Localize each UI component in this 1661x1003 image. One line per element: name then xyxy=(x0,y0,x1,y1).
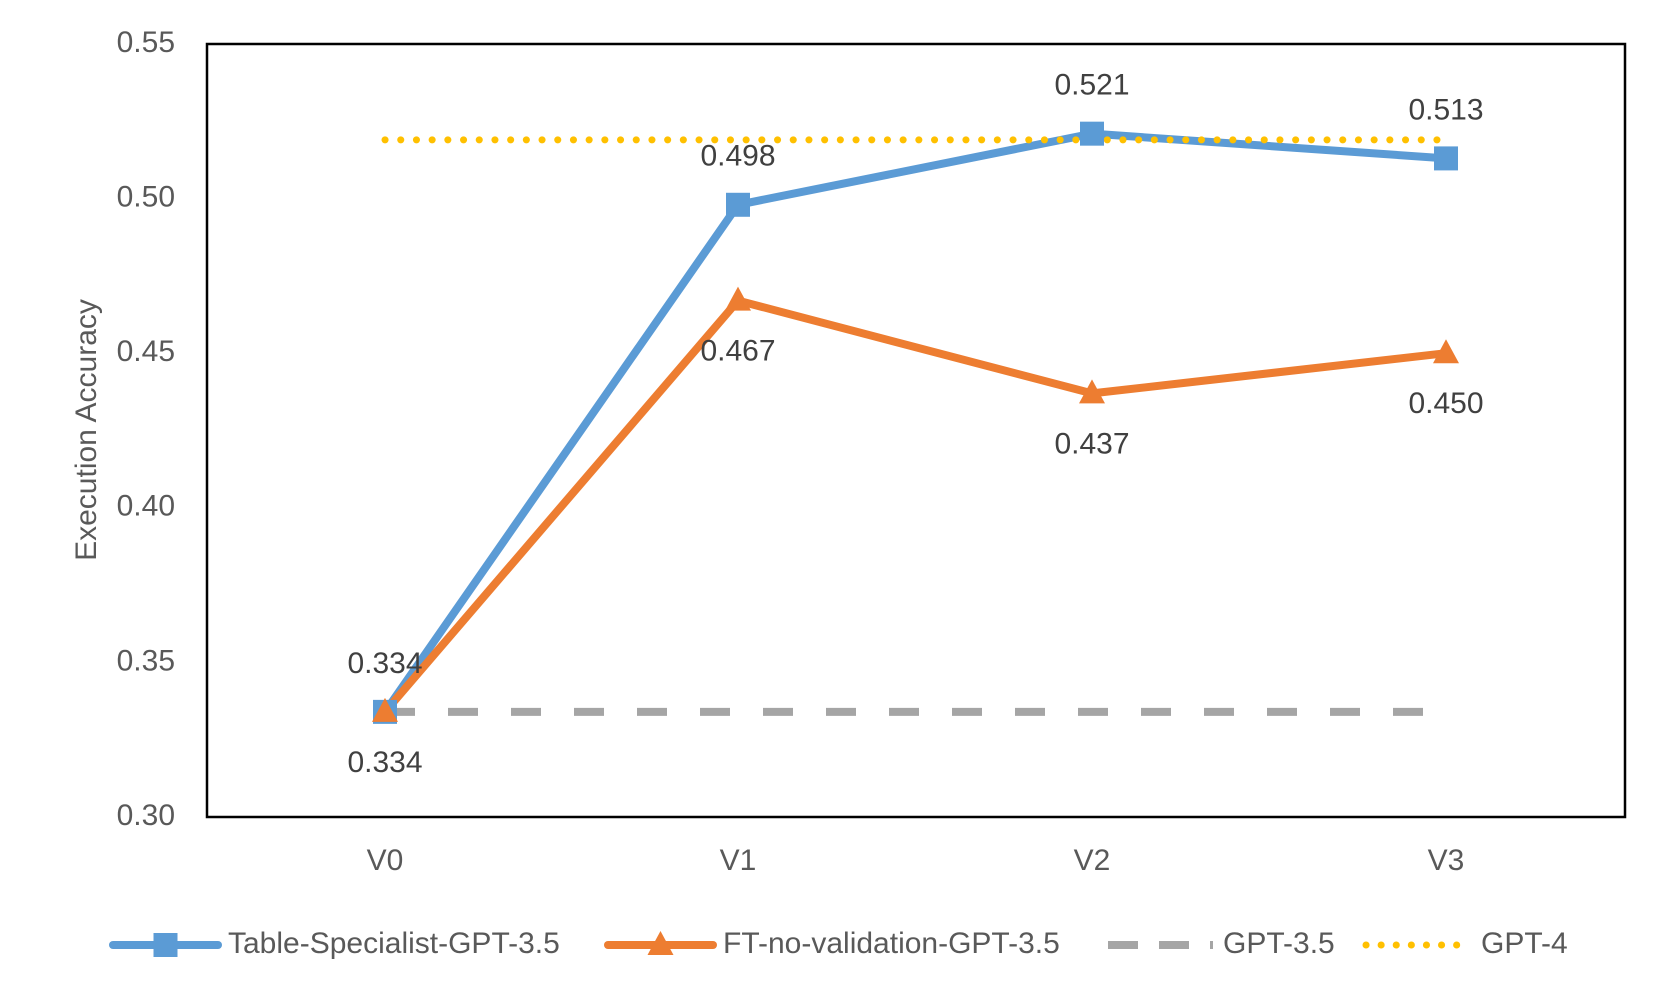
legend-marker xyxy=(647,931,674,955)
y-tick-label: 0.45 xyxy=(117,335,175,368)
data-label-table-specialist-gpt-3-5: 0.334 xyxy=(347,647,422,680)
legend-item-table-specialist-gpt-3-5: Table-Specialist-GPT-3.5 xyxy=(109,927,560,960)
x-tick-label: V2 xyxy=(1074,844,1111,877)
y-axis-label: Execution Accuracy xyxy=(70,299,103,561)
x-tick-label: V0 xyxy=(367,844,404,877)
y-tick-label: 0.30 xyxy=(117,799,175,832)
legend-label: GPT-3.5 xyxy=(1223,927,1335,960)
x-tick-label: V3 xyxy=(1428,844,1465,877)
plot-area-frame xyxy=(205,42,1627,819)
data-point-ft-no-validation-gpt-3-5 xyxy=(1433,339,1459,364)
legend-item-ft-no-validation-gpt-3-5: FT-no-validation-GPT-3.5 xyxy=(604,927,1060,960)
y-tick-label: 0.55 xyxy=(117,26,175,59)
x-axis-ticks: V0 V1 V2 V3 xyxy=(367,844,1465,877)
y-axis-ticks: 0.30 0.35 0.40 0.45 0.50 0.55 xyxy=(117,26,175,832)
legend-label: Table-Specialist-GPT-3.5 xyxy=(228,927,560,960)
legend-label: FT-no-validation-GPT-3.5 xyxy=(723,927,1060,960)
series-lines xyxy=(381,129,1450,716)
data-point-table-specialist-gpt-3-5 xyxy=(726,192,750,217)
series-line-ft-no-validation-gpt-3-5 xyxy=(381,296,1450,716)
legend: Table-Specialist-GPT-3.5 FT-no-validation… xyxy=(109,927,1568,960)
x-tick-label: V1 xyxy=(720,844,757,877)
data-point-ft-no-validation-gpt-3-5 xyxy=(372,697,398,722)
legend-marker xyxy=(153,933,178,957)
series-line-table-specialist-gpt-3-5 xyxy=(381,129,1450,716)
y-tick-label: 0.40 xyxy=(117,490,175,523)
data-point-table-specialist-gpt-3-5 xyxy=(1434,146,1458,171)
data-label-table-specialist-gpt-3-5: 0.498 xyxy=(700,140,775,173)
series-markers xyxy=(372,121,1459,724)
data-label-ft-no-validation-gpt-3-5: 0.334 xyxy=(347,746,422,779)
data-label-ft-no-validation-gpt-3-5: 0.467 xyxy=(700,335,775,368)
data-point-ft-no-validation-gpt-3-5 xyxy=(725,286,751,311)
data-label-table-specialist-gpt-3-5: 0.521 xyxy=(1054,69,1129,102)
legend-item-gpt-3-5: GPT-3.5 xyxy=(1108,927,1335,960)
data-point-table-specialist-gpt-3-5 xyxy=(1080,121,1104,146)
y-tick-label: 0.50 xyxy=(117,181,175,214)
data-label-ft-no-validation-gpt-3-5: 0.437 xyxy=(1054,427,1129,460)
data-label-table-specialist-gpt-3-5: 0.513 xyxy=(1408,93,1483,126)
data-labels: 0.334 0.498 0.521 0.513 0.334 0.467 0.437 0.450 xyxy=(347,69,1483,779)
legend-item-gpt-4: GPT-4 xyxy=(1362,927,1568,960)
legend-label: GPT-4 xyxy=(1481,927,1568,960)
data-label-ft-no-validation-gpt-3-5: 0.450 xyxy=(1408,387,1483,420)
data-point-ft-no-validation-gpt-3-5 xyxy=(1079,379,1105,404)
y-tick-label: 0.35 xyxy=(117,644,175,677)
